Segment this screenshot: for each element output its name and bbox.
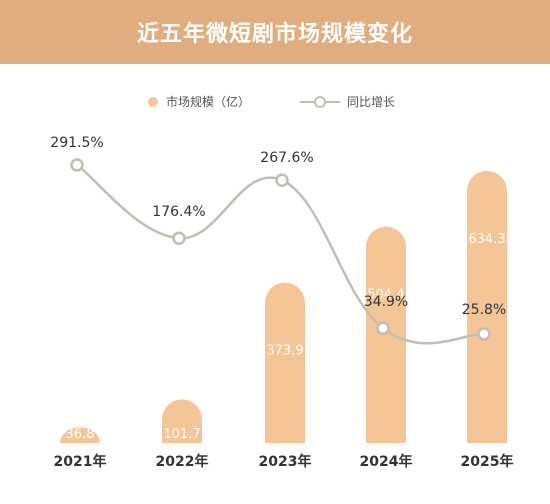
bar-2 xyxy=(265,282,305,443)
line-value-label-0: 291.5% xyxy=(50,135,103,151)
line-series: 291.5% 176.4% 267.6% 34.9% 25.8% xyxy=(50,135,506,345)
x-tick-label-3: 2024年 xyxy=(360,453,413,470)
x-tick-label-2: 2023年 xyxy=(259,453,312,470)
bar-series: 36.8 101.7 373.9 504.4 634.3 xyxy=(60,170,507,443)
line-value-label-3: 34.9% xyxy=(364,294,408,310)
line-point-4 xyxy=(477,327,491,341)
bar-1 xyxy=(162,399,202,443)
x-tick-label-4: 2025年 xyxy=(461,453,514,470)
legend-bar-label: 市场规模（亿） xyxy=(166,94,250,109)
bar-0 xyxy=(60,427,100,443)
x-tick-label-0: 2021年 xyxy=(54,453,107,470)
bar-value-label-1: 101.7 xyxy=(163,427,200,442)
line-point-3 xyxy=(376,321,390,335)
line-value-label-2: 267.6% xyxy=(260,150,313,166)
line-value-label-4: 25.8% xyxy=(462,302,506,318)
line-value-label-1: 176.4% xyxy=(152,204,205,220)
x-axis: 2021年 2022年 2023年 2024年 2025年 xyxy=(54,453,514,470)
bar-3 xyxy=(366,226,407,443)
bar-value-label-4: 634.3 xyxy=(468,232,505,247)
x-tick-label-1: 2022年 xyxy=(156,453,209,470)
line-point-1 xyxy=(172,231,186,245)
chart-title: 近五年微短剧市场规模变化 xyxy=(136,22,413,47)
bar-4 xyxy=(467,170,507,443)
chart-header: 近五年微短剧市场规模变化 xyxy=(0,0,550,64)
legend-line-marker xyxy=(314,96,326,108)
legend: 市场规模（亿） 同比增长 xyxy=(148,94,395,109)
legend-bar-swatch xyxy=(148,97,158,107)
line-point-2 xyxy=(275,173,289,187)
bar-value-label-3: 504.4 xyxy=(367,288,404,303)
bar-value-label-0: 36.8 xyxy=(66,427,95,442)
bar-value-label-2: 373.9 xyxy=(266,344,303,359)
legend-line-label: 同比增长 xyxy=(347,95,395,109)
line-point-0 xyxy=(70,158,84,172)
